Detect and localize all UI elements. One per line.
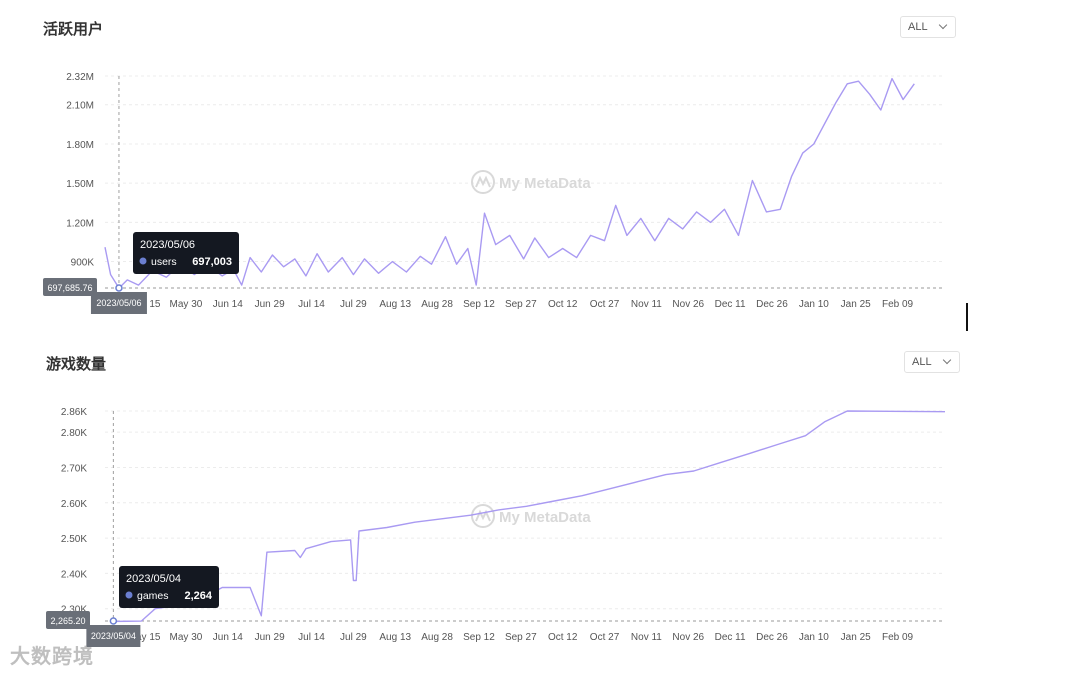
crosshair-date-label: 2023/05/04	[91, 631, 136, 641]
crosshair-date-label: 2023/05/06	[96, 298, 141, 308]
y-tick-label: 2.70K	[61, 463, 87, 474]
x-tick-label: Aug 28	[421, 299, 453, 310]
corner-watermark: 大数跨境	[10, 644, 94, 668]
crosshair-value-box	[43, 278, 97, 296]
y-tick-label: 2.80K	[61, 428, 87, 439]
y-tick-label: 2.10M	[66, 101, 94, 112]
x-tick-label: Sep 27	[505, 299, 537, 310]
tooltip-series-label: users	[151, 256, 177, 268]
x-tick-label: Oct 27	[590, 632, 620, 643]
x-tick-label: Jun 29	[255, 632, 285, 643]
tooltip-box	[133, 232, 239, 274]
x-tick-label: Nov 11	[631, 299, 662, 310]
x-tick-label: Nov 26	[672, 299, 704, 310]
tooltip-box	[119, 566, 219, 608]
game-count-panel: 游戏数量 ALL 2.86K 2.80K 2.70K 2.60K 2.50K 2.40K 2…	[0, 337, 1000, 667]
range-select-value: ALL	[912, 356, 932, 368]
range-select-value: ALL	[908, 21, 928, 33]
crosshair-date-box	[86, 625, 141, 647]
y-tick-label: 1.80M	[66, 140, 94, 151]
range-select[interactable]: ALL	[904, 351, 960, 373]
game-count-chart[interactable]: 2.86K 2.80K 2.70K 2.60K 2.50K 2.40K 2.30K May 1…	[0, 337, 1000, 667]
tooltip-value: 2,264	[184, 590, 212, 602]
crosshair-value-label: 2,265.20	[50, 616, 85, 626]
crosshair-value-label: 697,685.76	[47, 283, 92, 293]
divider-mark	[966, 303, 968, 331]
x-tick-label: Feb 09	[882, 299, 914, 310]
x-tick-label: Jul 14	[298, 299, 325, 310]
tooltip-date: 2023/05/06	[140, 239, 195, 251]
tooltip-value: 697,003	[192, 256, 232, 268]
watermark-logo-mark	[475, 175, 491, 188]
x-tick-label: Aug 13	[379, 299, 411, 310]
chart-title: 活跃用户	[43, 20, 104, 38]
crosshair-point	[115, 284, 123, 292]
series-line-games	[113, 410, 946, 623]
x-tick-label: Jan 10	[799, 632, 829, 643]
tooltip-series-label: games	[137, 590, 169, 602]
y-tick-label: 2.86K	[61, 407, 87, 418]
active-users-panel: 活跃用户 ALL 2.32M2.10M1.80M1.50M1.20M900KMa…	[0, 0, 1000, 320]
x-tick-label: Oct 27	[590, 299, 620, 310]
x-tick-label: May 30	[170, 299, 203, 310]
chart-title: 游戏数量	[46, 355, 107, 373]
y-tick-label: 1.20M	[66, 218, 94, 229]
x-tick-label: Aug 13	[379, 632, 411, 643]
tooltip-series-dot	[139, 257, 147, 265]
x-tick-label: Nov 26	[672, 632, 704, 643]
watermark-logo-icon	[471, 170, 495, 194]
range-select[interactable]: ALL	[900, 16, 956, 38]
crosshair-date-box	[90, 292, 147, 314]
x-tick-label: May 15	[128, 632, 161, 643]
watermark-logo-icon	[471, 504, 495, 528]
x-tick-label: Feb 09	[882, 632, 914, 643]
x-tick-label: Jul 14	[298, 632, 325, 643]
x-tick-label: Jul 29	[340, 632, 367, 643]
x-tick-label: Sep 12	[463, 632, 495, 643]
y-tick-label: 2.40K	[61, 569, 87, 580]
crosshair-value-box	[46, 611, 90, 629]
x-tick-label: Jan 25	[841, 632, 871, 643]
x-tick-label: Dec 11	[715, 299, 746, 310]
x-tick-label: May 30	[170, 632, 203, 643]
watermark-logo-mark	[475, 509, 491, 522]
y-tick-label: 1.50M	[66, 179, 94, 190]
watermark-text: My MetaData	[499, 509, 591, 526]
x-tick-label: Nov 11	[631, 632, 662, 643]
y-tick-label: 2.60K	[61, 499, 87, 510]
y-tick-label: 2.50K	[61, 534, 87, 545]
x-tick-label: Aug 28	[421, 632, 453, 643]
x-tick-label: Oct 12	[548, 299, 578, 310]
y-tick-label: 900K	[71, 258, 95, 269]
x-tick-label: Dec 26	[756, 632, 788, 643]
x-tick-label: Jan 25	[841, 299, 871, 310]
tooltip-date: 2023/05/04	[126, 573, 181, 585]
x-tick-label: Oct 12	[548, 632, 578, 643]
x-tick-label: Sep 27	[505, 632, 537, 643]
x-tick-label: Jun 14	[213, 299, 243, 310]
x-tick-label: Sep 12	[463, 299, 495, 310]
x-tick-label: Jan 10	[799, 299, 829, 310]
x-tick-label: Jun 29	[255, 299, 285, 310]
x-tick-label: Dec 26	[756, 299, 788, 310]
watermark-text: My MetaData	[499, 175, 591, 192]
y-tick-label: 2.32M	[66, 72, 94, 83]
tooltip-series-dot	[125, 591, 133, 599]
x-tick-label: Jun 14	[213, 632, 243, 643]
x-tick-label: Dec 11	[715, 632, 746, 643]
crosshair-point	[109, 617, 118, 625]
y-tick-label: 2.30K	[61, 605, 87, 616]
x-tick-label: Jul 29	[340, 299, 367, 310]
